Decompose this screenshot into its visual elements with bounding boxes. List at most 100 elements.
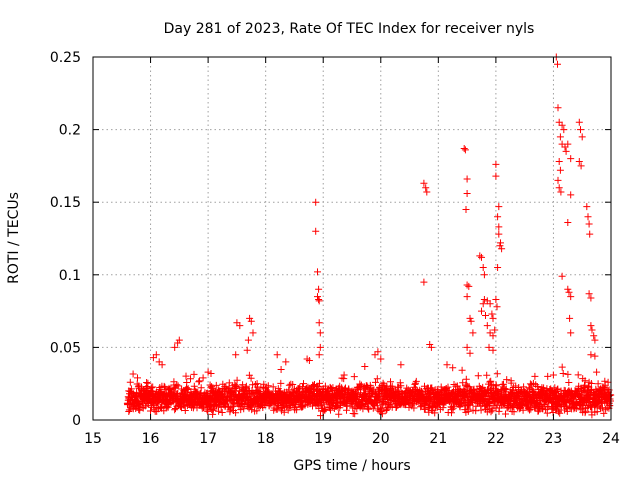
baseline-point	[240, 405, 248, 413]
data-point	[476, 252, 484, 260]
data-point	[463, 293, 471, 301]
data-point	[494, 213, 502, 221]
baseline-point	[510, 408, 518, 416]
baseline-point	[453, 382, 461, 390]
data-point	[564, 285, 572, 293]
baseline-point	[126, 378, 134, 386]
baseline-point	[412, 379, 419, 387]
baseline-point	[574, 371, 582, 379]
plot-frame	[92, 56, 612, 421]
baseline-point	[229, 403, 237, 411]
baseline-point	[350, 373, 358, 381]
data-point	[590, 332, 598, 340]
baseline-point	[527, 405, 535, 413]
baseline-point	[450, 381, 458, 388]
baseline-point	[474, 372, 482, 380]
data-point	[585, 290, 593, 298]
data-point	[315, 296, 323, 303]
data-point	[489, 314, 497, 322]
data-point	[463, 175, 471, 183]
baseline-point	[493, 370, 501, 378]
data-point	[315, 351, 323, 359]
baseline-point	[135, 402, 143, 410]
baseline-point	[289, 381, 297, 388]
data-point	[567, 293, 575, 301]
data-point	[567, 329, 575, 337]
data-point	[175, 336, 183, 344]
data-point	[463, 343, 471, 351]
x-tick-label: 15	[84, 431, 102, 447]
baseline-point	[565, 379, 573, 386]
baseline-point	[335, 410, 343, 418]
baseline-point	[439, 404, 447, 412]
baseline-point	[465, 383, 473, 391]
y-tick-label: 0.1	[59, 268, 81, 284]
data-point	[482, 312, 489, 319]
baseline-point	[526, 406, 533, 414]
baseline-point	[397, 382, 405, 390]
data-point	[556, 166, 564, 174]
data-point	[371, 351, 379, 359]
data-point	[554, 60, 561, 68]
data-point	[420, 278, 428, 286]
data-point	[467, 317, 475, 325]
data-point	[449, 364, 457, 372]
baseline-point	[183, 379, 191, 386]
data-point	[171, 343, 179, 351]
baseline-point	[378, 410, 386, 418]
baseline-point	[519, 406, 527, 414]
data-point	[486, 300, 494, 308]
baseline-point	[487, 408, 495, 416]
data-point	[443, 361, 451, 369]
baseline-point	[160, 382, 168, 390]
data-point	[174, 339, 182, 347]
baseline-point	[196, 377, 203, 385]
data-point	[587, 294, 595, 302]
baseline-point	[486, 385, 494, 393]
baseline-point	[411, 380, 419, 388]
data-point	[305, 357, 313, 364]
baseline-point	[197, 384, 205, 392]
data-point	[479, 264, 487, 271]
data-point	[282, 358, 290, 366]
data-point	[558, 272, 566, 280]
y-tick-label: 0.2	[59, 123, 81, 139]
baseline-point	[195, 378, 203, 386]
data-point	[478, 307, 485, 315]
baseline-point	[483, 371, 491, 379]
x-axis-label: GPS time / hours	[293, 458, 410, 474]
grid-layer	[93, 57, 611, 420]
data-point	[461, 146, 469, 154]
baseline-point	[314, 383, 322, 391]
baseline-point	[190, 370, 198, 378]
data-point	[601, 381, 609, 389]
baseline-point	[351, 410, 359, 418]
baseline-point	[327, 406, 334, 414]
data-point	[604, 378, 612, 386]
baseline-point	[556, 409, 564, 417]
baseline-point	[232, 409, 240, 417]
baseline-point	[314, 397, 322, 405]
data-point	[247, 317, 255, 325]
baseline-point	[558, 363, 566, 371]
baseline-point	[247, 374, 255, 382]
y-tick-label: 0.05	[50, 340, 81, 356]
y-axis-label: ROTI / TECUs	[6, 192, 22, 284]
x-tick-label: 18	[257, 431, 275, 447]
data-point	[495, 223, 503, 231]
baseline-point	[600, 409, 608, 417]
x-tick-label: 21	[429, 431, 447, 447]
baseline-point	[208, 383, 216, 391]
baseline-point	[458, 366, 466, 374]
baseline-point	[593, 408, 601, 416]
data-point	[315, 285, 323, 293]
data-point	[578, 133, 586, 141]
data-point	[480, 296, 488, 303]
data-point	[556, 133, 564, 141]
baseline-point	[515, 384, 523, 391]
baseline-point	[594, 380, 602, 388]
baseline-point	[174, 382, 182, 390]
data-point	[489, 332, 497, 340]
y-tick-label: 0	[72, 413, 81, 429]
data-point	[492, 296, 500, 303]
